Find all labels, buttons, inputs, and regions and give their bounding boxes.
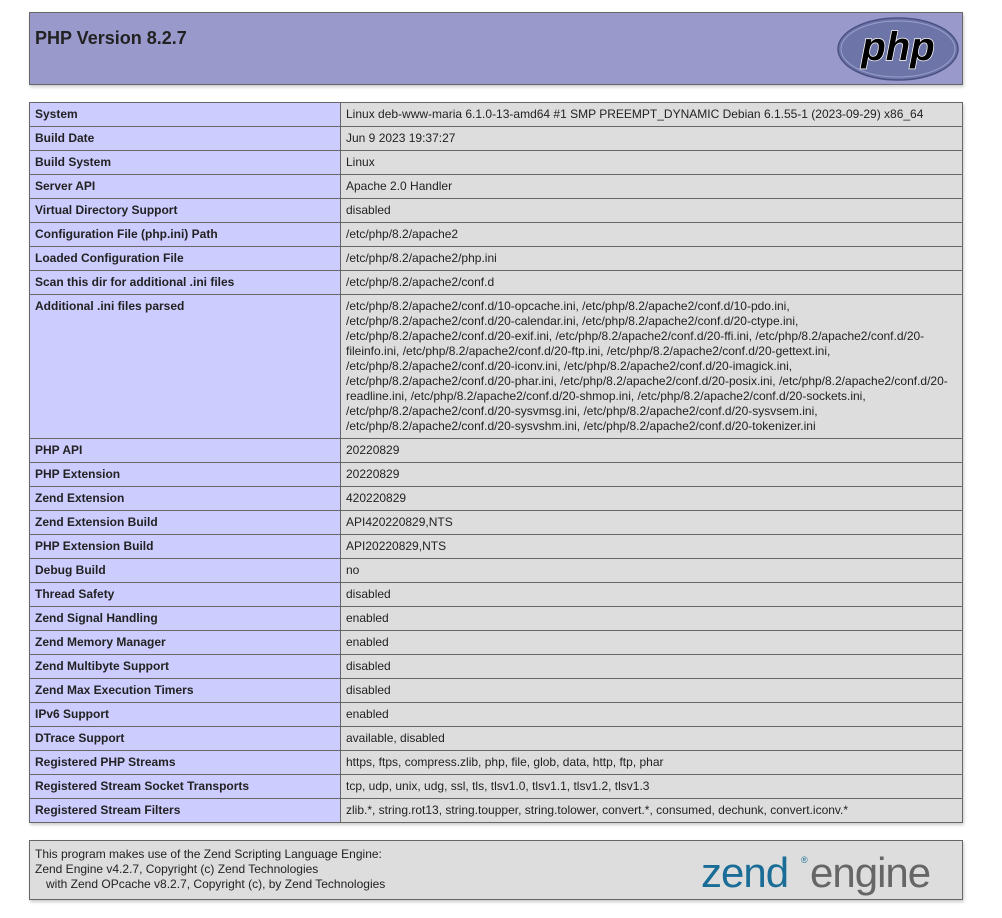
info-label: Zend Extension Build [29,510,341,535]
footer-table: This program makes use of the Zend Scrip… [29,840,963,900]
info-label: Scan this dir for additional .ini files [29,270,341,295]
info-value: tcp, udp, unix, udg, ssl, tls, tlsv1.0, … [340,774,963,799]
info-row: Server API Apache 2.0 Handler [29,174,963,199]
info-row: Thread Safety disabled [29,582,963,607]
header-table: PHP Version 8.2.7 php [29,12,963,85]
info-label: DTrace Support [29,726,341,751]
info-row: Zend Extension Build API420220829,NTS [29,510,963,535]
info-row: Debug Build no [29,558,963,583]
info-label: Debug Build [29,558,341,583]
info-value: /etc/php/8.2/apache2/conf.d [340,270,963,295]
info-row: Additional .ini files parsed/etc/php/8.2… [29,294,963,439]
footer-line-1: This program makes use of the Zend Scrip… [35,847,382,861]
phpinfo-page: PHP Version 8.2.7 php System Linux deb-ww… [29,12,963,900]
info-label: Loaded Configuration File [29,246,341,271]
info-value: 20220829 [340,438,963,463]
info-label: Build System [29,150,341,175]
info-row: Build System Linux [29,150,963,175]
info-row: Scan this dir for additional .ini files /… [29,270,963,295]
info-label: Thread Safety [29,582,341,607]
info-row: Virtual Directory Support disabled [29,198,963,223]
info-value: API420220829,NTS [340,510,963,535]
info-value: Linux deb-www-maria 6.1.0-13-amd64 #1 SM… [340,102,963,127]
info-label: Zend Multibyte Support [29,654,341,679]
svg-text:®: ® [801,855,808,865]
info-value: no [340,558,963,583]
info-row: PHP Extension Build API20220829,NTS [29,534,963,559]
info-label: Server API [29,174,341,199]
info-table: System Linux deb-www-maria 6.1.0-13-amd64… [29,102,963,823]
info-value: disabled [340,654,963,679]
info-label: Additional .ini files parsed [29,294,341,439]
info-label: Zend Max Execution Timers [29,678,341,703]
info-row: Registered Stream Filters zlib.*, string.… [29,798,963,823]
info-label: PHP Extension [29,462,341,487]
info-value: disabled [340,678,963,703]
info-label: System [29,102,341,127]
info-value: Linux [340,150,963,175]
info-value: 420220829 [340,486,963,511]
info-row: Registered PHP Streams https, ftps, compr… [29,750,963,775]
info-value: Jun 9 2023 19:37:27 [340,126,963,151]
info-value: available, disabled [340,726,963,751]
info-value: 20220829 [340,462,963,487]
info-row: IPv6 Support enabled [29,702,963,727]
info-value: API20220829,NTS [340,534,963,559]
footer-line-2: Zend Engine v4.2.7, Copyright (c) Zend T… [35,862,319,876]
footer-cell: This program makes use of the Zend Scrip… [29,840,963,900]
svg-text:php: php [860,25,934,69]
info-label: Virtual Directory Support [29,198,341,223]
info-value: /etc/php/8.2/apache2 [340,222,963,247]
info-value: https, ftps, compress.zlib, php, file, g… [340,750,963,775]
info-label: PHP Extension Build [29,534,341,559]
info-row: Zend Memory Manager enabled [29,630,963,655]
info-value: enabled [340,606,963,631]
info-value: enabled [340,702,963,727]
info-label: Zend Memory Manager [29,630,341,655]
info-value: disabled [340,582,963,607]
svg-text:engine: engine [810,849,930,896]
info-row: PHP API 20220829 [29,438,963,463]
info-row: Zend Signal Handling enabled [29,606,963,631]
php-logo-icon[interactable]: php [836,16,960,82]
info-label: Configuration File (php.ini) Path [29,222,341,247]
info-row: Build Date Jun 9 2023 19:37:27 [29,126,963,151]
info-label: IPv6 Support [29,702,341,727]
info-value: disabled [340,198,963,223]
page-title: PHP Version 8.2.7 [35,28,187,48]
info-label: Registered PHP Streams [29,750,341,775]
info-label: Zend Extension [29,486,341,511]
info-row: DTrace Support available, disabled [29,726,963,751]
info-value: zlib.*, string.rot13, string.toupper, st… [340,798,963,823]
info-value: enabled [340,630,963,655]
info-label: Zend Signal Handling [29,606,341,631]
zend-engine-logo-icon[interactable]: zend ® engine [701,849,957,897]
svg-text:zend: zend [701,849,788,896]
info-row: Loaded Configuration File/etc/php/8.2/ap… [29,246,963,271]
info-row: System Linux deb-www-maria 6.1.0-13-amd64… [29,102,963,127]
info-row: Zend Multibyte Support disabled [29,654,963,679]
footer-line-3: with Zend OPcache v8.2.7, Copyright (c),… [46,877,386,891]
header-cell: PHP Version 8.2.7 php [29,12,963,85]
info-row: Configuration File (php.ini) Path/etc/ph… [29,222,963,247]
info-row: Registered Stream Socket Transports tcp, … [29,774,963,799]
info-row: Zend Extension 420220829 [29,486,963,511]
info-row: Zend Max Execution Timers disabled [29,678,963,703]
info-label: Registered Stream Filters [29,798,341,823]
info-value: Apache 2.0 Handler [340,174,963,199]
info-value: /etc/php/8.2/apache2/conf.d/10-opcache.i… [340,294,963,439]
info-row: PHP Extension 20220829 [29,462,963,487]
info-value: /etc/php/8.2/apache2/php.ini [340,246,963,271]
info-label: Registered Stream Socket Transports [29,774,341,799]
info-label: PHP API [29,438,341,463]
info-label: Build Date [29,126,341,151]
